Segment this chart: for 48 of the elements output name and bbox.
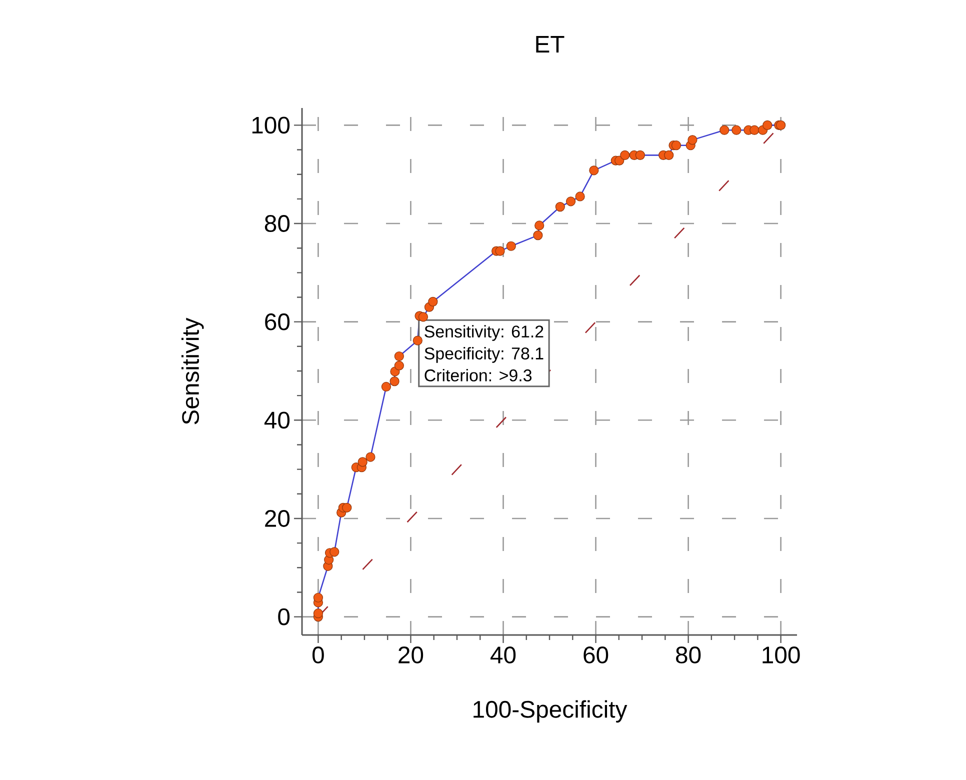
point — [506, 241, 516, 251]
point — [688, 135, 698, 145]
point — [534, 220, 544, 230]
y-tick-label: 0 — [278, 608, 290, 626]
x-tick-label: 0 — [312, 646, 324, 664]
point — [495, 246, 505, 256]
y-tick-label: 100 — [252, 116, 290, 134]
annotation: Sensitivity: 61.2 — [424, 325, 544, 341]
x-axis-title: 100-Specificity — [474, 700, 628, 723]
point — [533, 230, 543, 240]
x-tick-label: 40 — [490, 646, 516, 664]
point — [750, 125, 760, 135]
point — [342, 502, 352, 512]
point — [412, 336, 422, 346]
x-tick-label: 60 — [584, 646, 608, 664]
point — [366, 452, 376, 462]
point — [394, 360, 404, 370]
chart-title: ET — [536, 36, 564, 52]
point — [358, 457, 368, 467]
point — [720, 125, 730, 135]
point — [555, 202, 565, 212]
x-tick-label: 20 — [398, 646, 424, 664]
point — [566, 196, 576, 206]
annotation: Specificity: 78.1 — [424, 347, 544, 363]
x-tick-label: 80 — [676, 646, 701, 664]
point — [381, 382, 392, 392]
point — [313, 592, 323, 602]
x-tick-label: 100 — [762, 646, 800, 664]
point — [330, 547, 340, 557]
y-tick-label: 80 — [264, 215, 290, 232]
point — [313, 608, 323, 618]
point — [620, 150, 630, 160]
point — [575, 192, 585, 202]
point — [394, 351, 404, 362]
point — [671, 140, 682, 150]
y-tick-label: 60 — [265, 313, 290, 330]
point — [390, 376, 400, 386]
point — [428, 296, 438, 306]
point — [762, 120, 772, 130]
point — [732, 125, 742, 135]
y-axis-title: Sensitivity — [181, 318, 204, 424]
point — [418, 312, 428, 322]
point — [664, 150, 674, 160]
annotation: Criterion: >9.3 — [424, 368, 532, 382]
point — [635, 150, 645, 160]
y-tick-label: 20 — [265, 510, 290, 527]
point — [589, 166, 599, 176]
y-tick-label: 40 — [264, 412, 290, 429]
